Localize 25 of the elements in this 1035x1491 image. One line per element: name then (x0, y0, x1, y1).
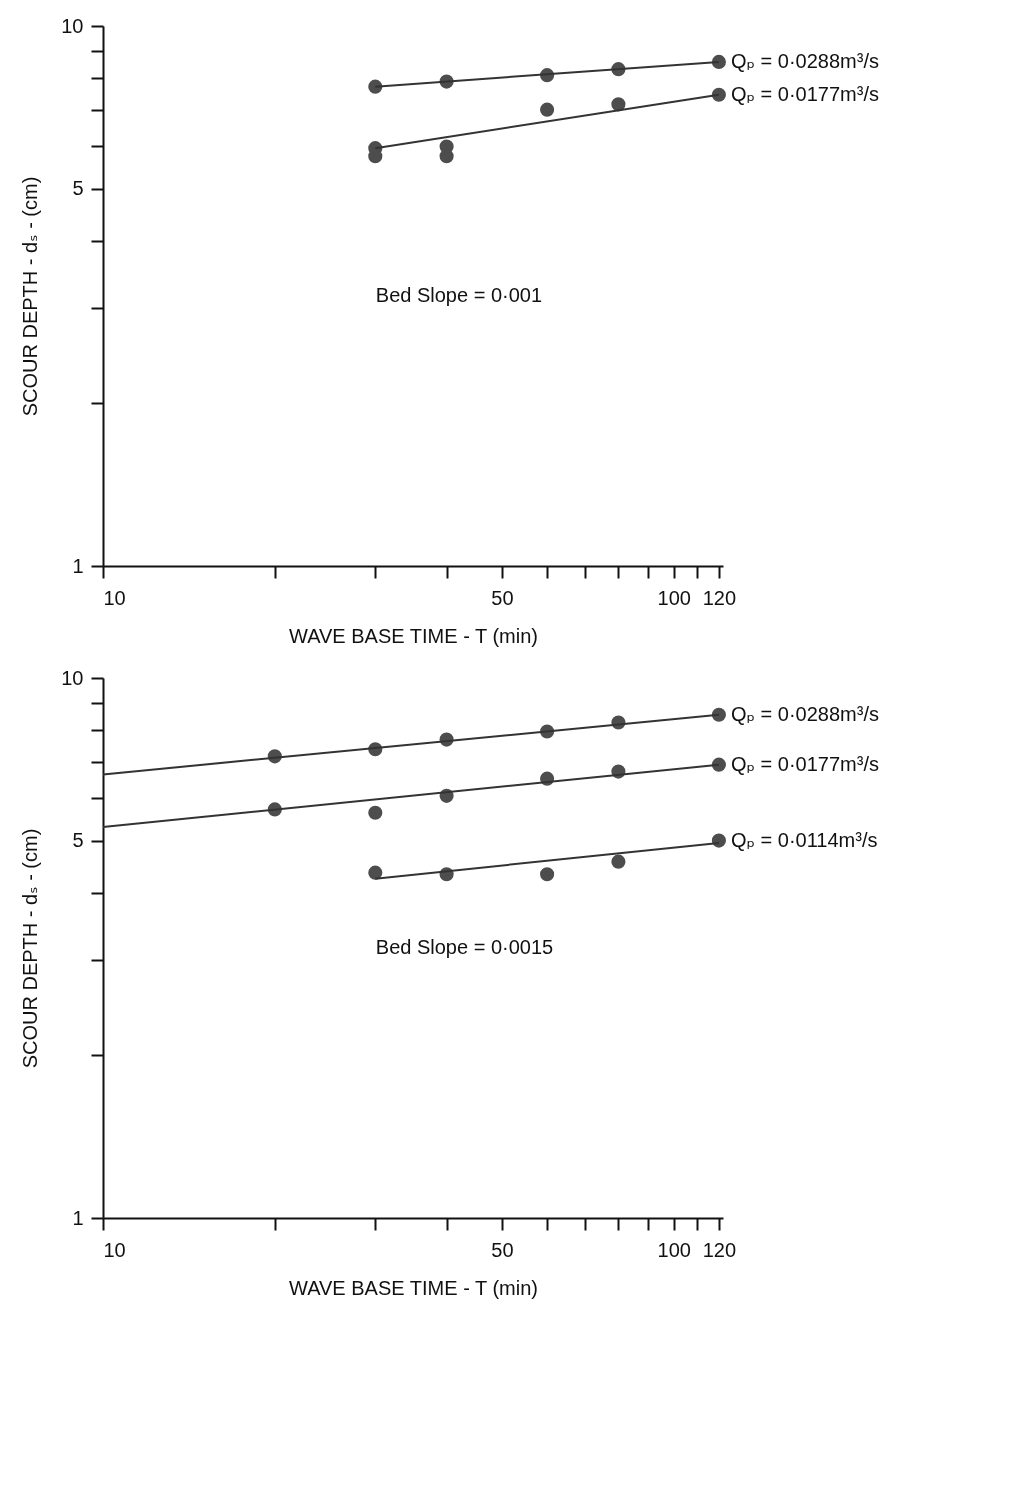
y-axis-title: SCOUR DEPTH - dₛ - (cm) (19, 176, 42, 417)
x-tick-label: 100 (657, 1238, 691, 1261)
x-tick-label: 10 (103, 1238, 126, 1261)
y-axis-title: SCOUR DEPTH - dₛ - (cm) (19, 828, 42, 1069)
x-tick-label: 120 (702, 586, 737, 609)
y-tick-label: 10 (61, 14, 84, 37)
series-label: Qₚ = 0·0114m³/s (730, 828, 878, 851)
y-tick-label: 10 (61, 666, 84, 689)
series-label: Qₚ = 0·0288m³/s (730, 702, 879, 725)
x-tick-label: 120 (702, 1238, 737, 1261)
annotation: Bed Slope = 0·0015 (375, 936, 554, 958)
y-tick-label: 1 (72, 1206, 84, 1229)
x-axis-title: WAVE BASE TIME - T (min) (289, 1276, 538, 1299)
x-tick-label: 50 (491, 586, 514, 609)
x-tick-label: 100 (657, 586, 691, 609)
y-tick-label: 5 (72, 829, 84, 852)
x-tick-label: 50 (491, 1238, 514, 1261)
annotation: Bed Slope = 0·001 (375, 284, 543, 306)
y-tick-label: 5 (72, 177, 84, 200)
x-tick-label: 10 (103, 586, 126, 609)
x-axis-title: WAVE BASE TIME - T (min) (289, 624, 538, 647)
series-label: Qₚ = 0·0288m³/s (730, 49, 879, 72)
y-tick-label: 1 (72, 554, 84, 577)
series-label: Qₚ = 0·0177m³/s (730, 82, 879, 105)
series-label: Qₚ = 0·0177m³/s (730, 752, 879, 775)
